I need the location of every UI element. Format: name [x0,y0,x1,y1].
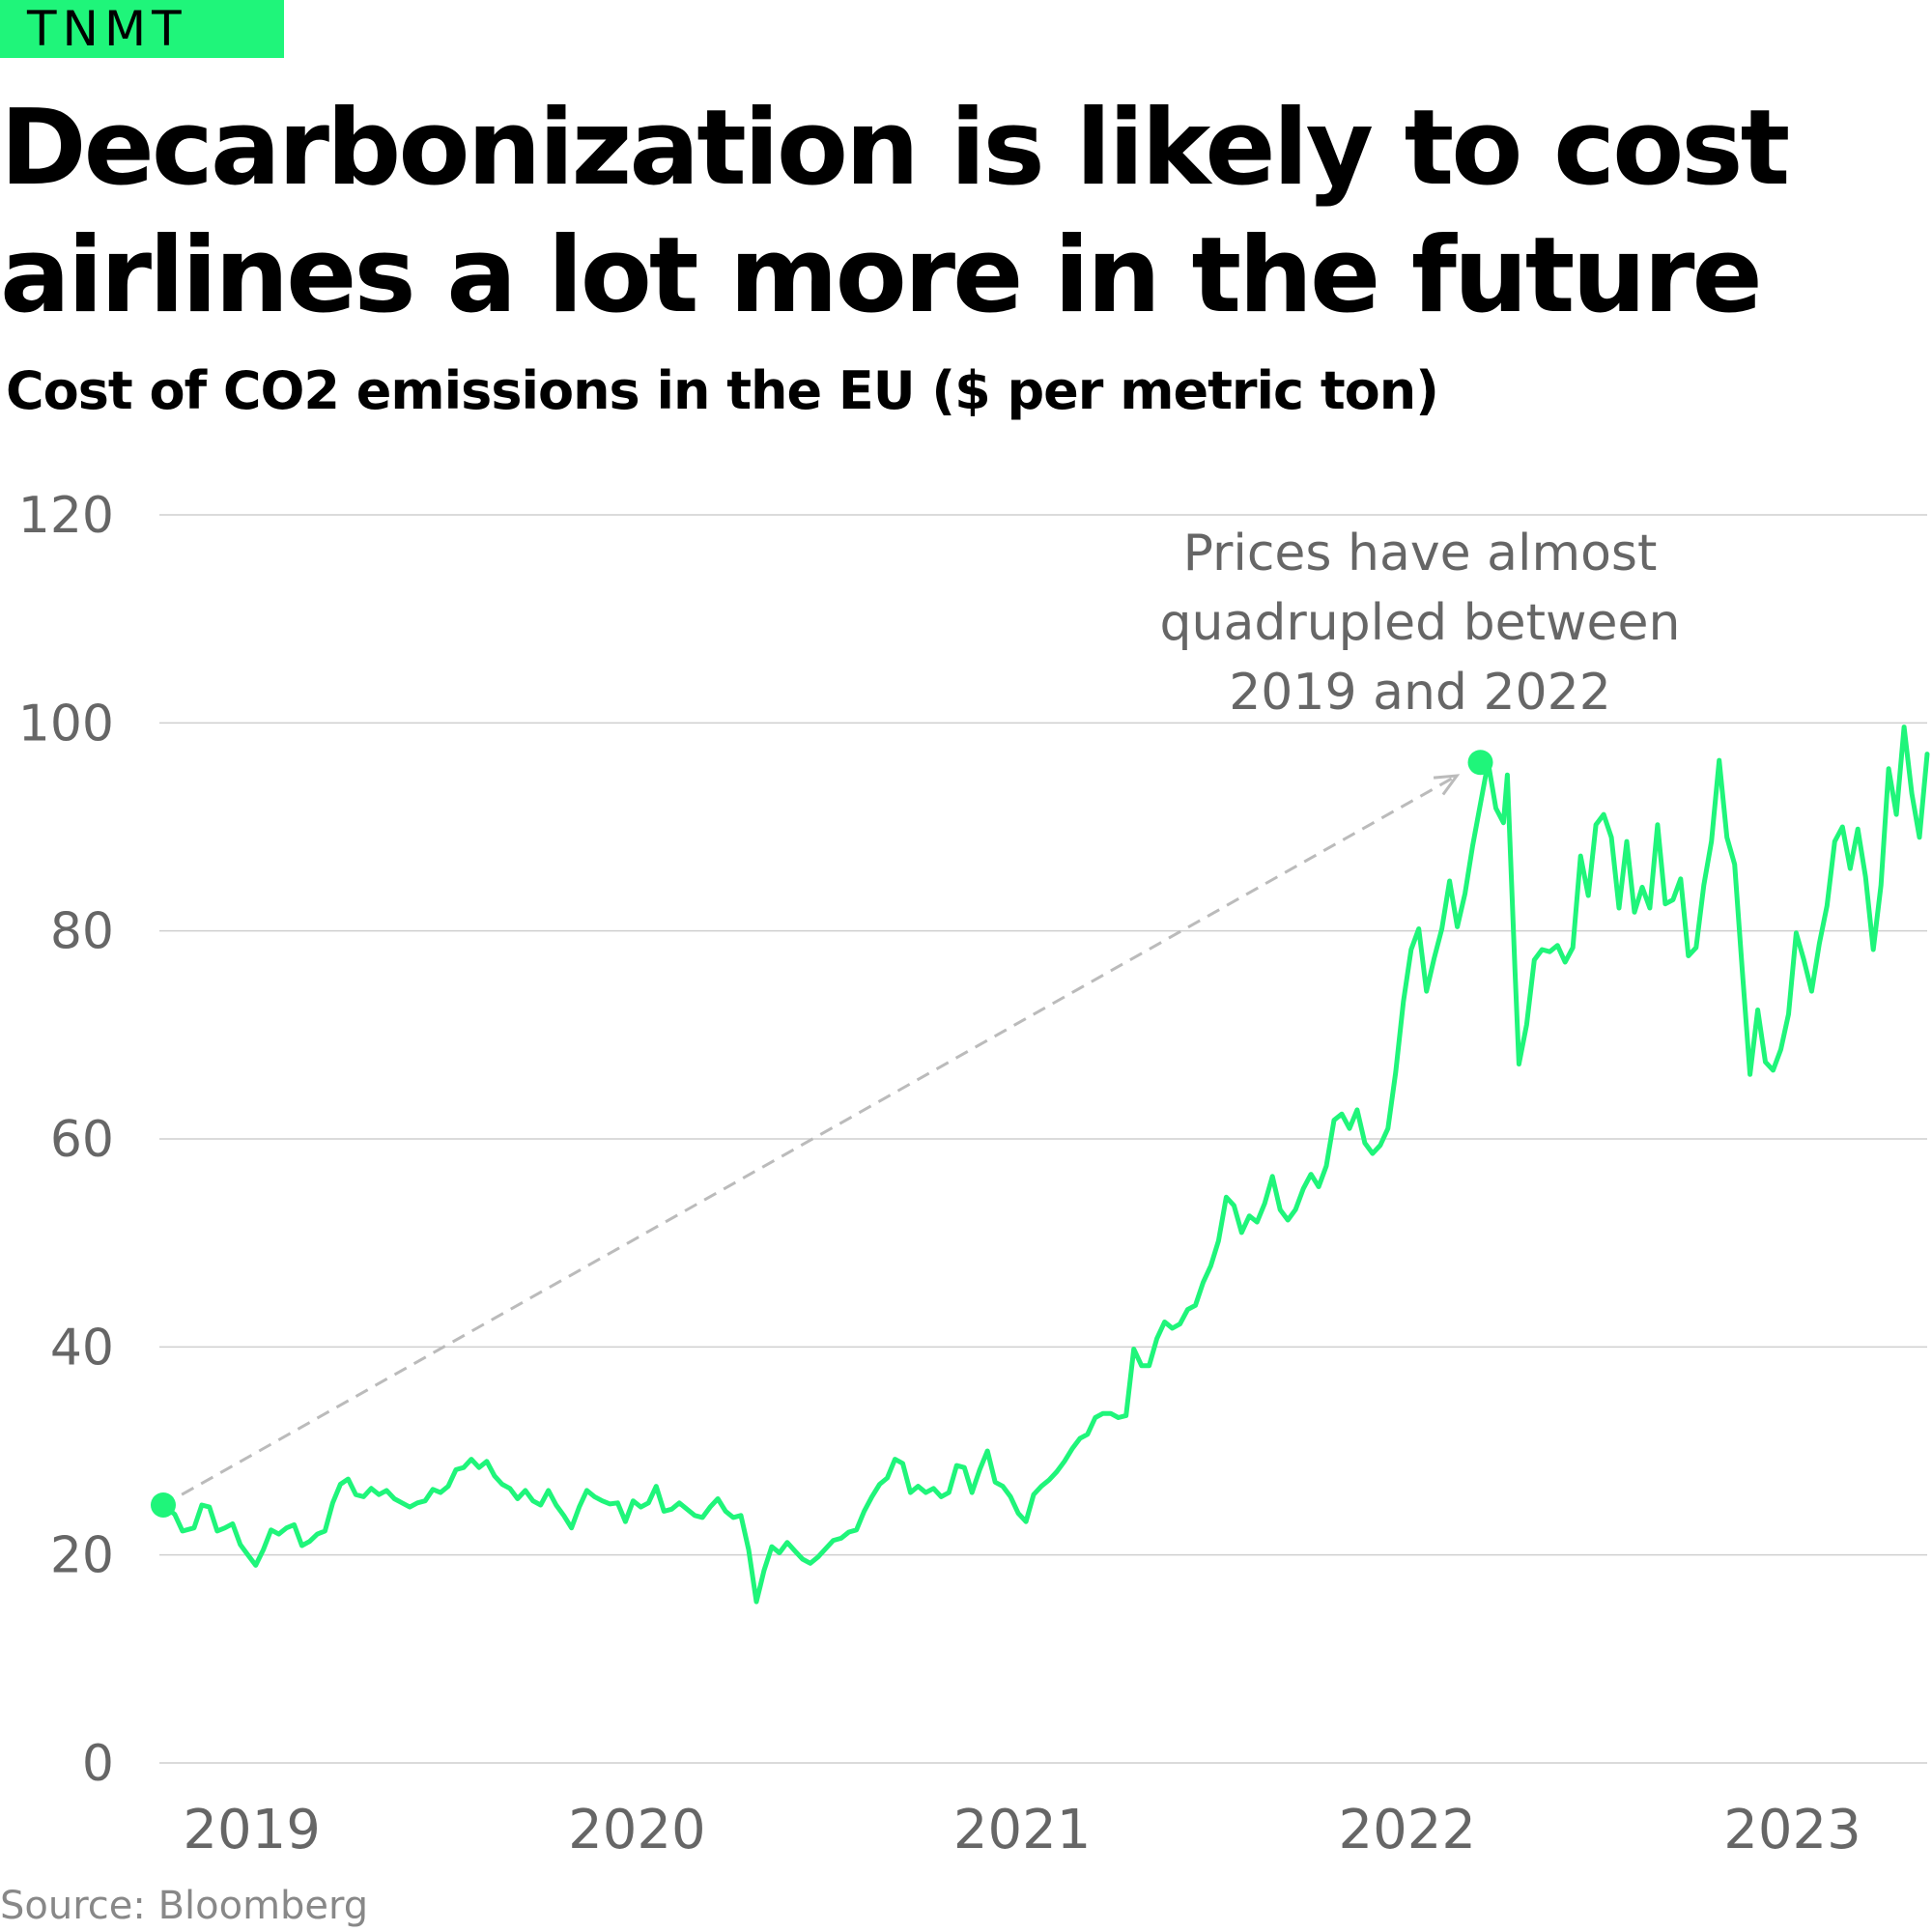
x-tick-label: 2020 [568,1799,706,1861]
brand-logo-text: TNMT [27,1,187,57]
chart-subtitle: Cost of CO2 emissions in the EU ($ per m… [6,360,1439,421]
highlight-point [150,1492,176,1518]
highlight-point [1467,750,1493,776]
y-axis-ticks: 0 20 40 60 80 100 120 [18,487,114,1793]
x-axis-ticks: 2019 2020 2021 2022 2023 [183,1799,1861,1861]
brand-logo: TNMT [0,0,284,58]
annotation-arrowhead [1433,774,1461,796]
gridlines [159,514,1927,1764]
x-tick-label: 2021 [953,1799,1092,1861]
y-tick-label: 120 [18,487,114,545]
y-tick-label: 20 [50,1527,114,1585]
y-tick-label: 80 [50,903,114,961]
chart-title: Decarbonization is likely to cost airlin… [0,88,1790,336]
annotation-text: Prices have almost [1183,525,1658,582]
annotation-text: quadrupled between [1159,594,1680,652]
series-group [160,724,1930,1605]
y-tick-label: 60 [50,1111,114,1169]
highlight-markers [150,750,1493,1518]
y-tick-label: 100 [18,695,114,753]
x-tick-label: 2023 [1723,1799,1861,1861]
annotation: Prices have almost quadrupled between 2019… [181,525,1681,1496]
series-line [160,724,1930,1605]
annotation-arrow-line [181,774,1458,1496]
x-tick-label: 2019 [183,1799,321,1861]
y-tick-label: 0 [82,1735,114,1793]
x-tick-label: 2022 [1339,1799,1477,1861]
source-note: Source: Bloomberg [0,1884,369,1928]
y-tick-label: 40 [50,1319,114,1377]
annotation-text: 2019 and 2022 [1229,664,1611,722]
